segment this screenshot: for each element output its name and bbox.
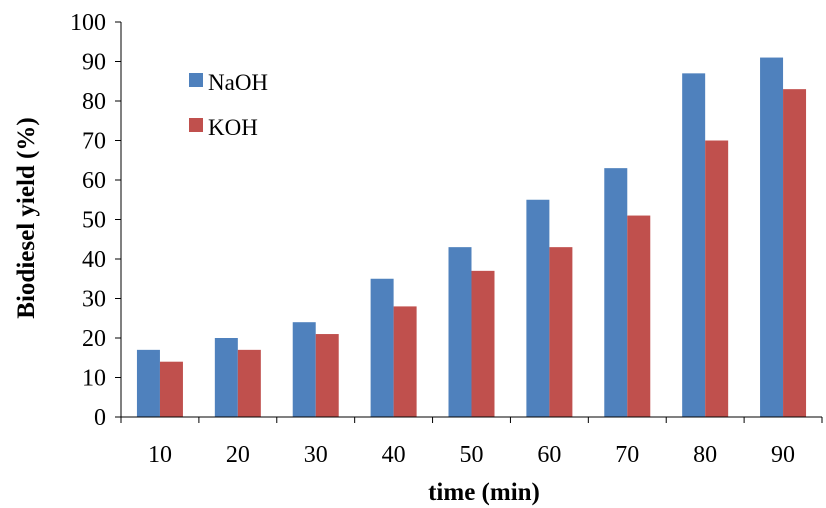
bar-naoh-30 bbox=[292, 322, 316, 417]
legend-swatch-koh bbox=[189, 118, 203, 132]
y-tick-label: 30 bbox=[82, 287, 106, 313]
bar-koh-90 bbox=[783, 89, 807, 418]
bar-koh-30 bbox=[315, 334, 339, 417]
bar-naoh-60 bbox=[526, 199, 550, 417]
y-tick-label: 40 bbox=[82, 247, 106, 273]
y-tick-label: 90 bbox=[82, 50, 106, 76]
legend-label-naoh: NaOH bbox=[208, 70, 268, 95]
y-tick-label: 100 bbox=[70, 10, 106, 36]
bar-naoh-40 bbox=[370, 278, 394, 417]
x-tick-label: 70 bbox=[615, 442, 639, 468]
bar-koh-20 bbox=[237, 349, 261, 417]
bars-group bbox=[136, 57, 807, 418]
x-tick-label: 20 bbox=[226, 442, 250, 468]
bar-koh-80 bbox=[705, 140, 729, 417]
y-tick-label: 70 bbox=[82, 129, 106, 155]
bar-naoh-90 bbox=[760, 57, 784, 418]
x-tick-label: 90 bbox=[771, 442, 795, 468]
y-tick-label: 80 bbox=[82, 89, 106, 115]
axes-group bbox=[115, 21, 823, 423]
bar-koh-70 bbox=[627, 215, 651, 417]
legend: NaOH KOH bbox=[189, 70, 268, 140]
bar-naoh-10 bbox=[136, 349, 160, 417]
x-tick-label: 80 bbox=[693, 442, 717, 468]
bar-koh-10 bbox=[159, 361, 183, 417]
bar-naoh-50 bbox=[448, 247, 472, 417]
y-tick-label: 50 bbox=[82, 208, 106, 234]
bar-naoh-80 bbox=[682, 73, 706, 417]
x-tick-label: 30 bbox=[304, 442, 328, 468]
y-tick-label: 20 bbox=[82, 326, 106, 352]
legend-label-koh: KOH bbox=[208, 115, 258, 140]
x-axis-title: time (min) bbox=[428, 479, 540, 506]
legend-swatch-naoh bbox=[189, 73, 203, 87]
bar-naoh-20 bbox=[214, 338, 238, 417]
x-tick-label: 50 bbox=[460, 442, 484, 468]
bar-koh-50 bbox=[471, 270, 495, 417]
y-tick-label: 60 bbox=[82, 168, 106, 194]
bar-koh-60 bbox=[549, 247, 573, 417]
y-tick-label: 10 bbox=[82, 366, 106, 392]
y-axis-title: Biodiesel yield (%) bbox=[13, 117, 40, 318]
bar-naoh-70 bbox=[604, 168, 628, 417]
y-tick-label: 0 bbox=[94, 405, 106, 431]
x-tick-label: 60 bbox=[537, 442, 561, 468]
x-tick-label: 10 bbox=[148, 442, 172, 468]
x-tick-labels: 10 20 30 40 50 60 70 80 90 bbox=[148, 442, 795, 468]
bar-koh-40 bbox=[393, 306, 417, 417]
y-tick-labels: 0 10 20 30 40 50 60 70 80 90 100 bbox=[70, 10, 106, 431]
x-tick-label: 40 bbox=[382, 442, 406, 468]
